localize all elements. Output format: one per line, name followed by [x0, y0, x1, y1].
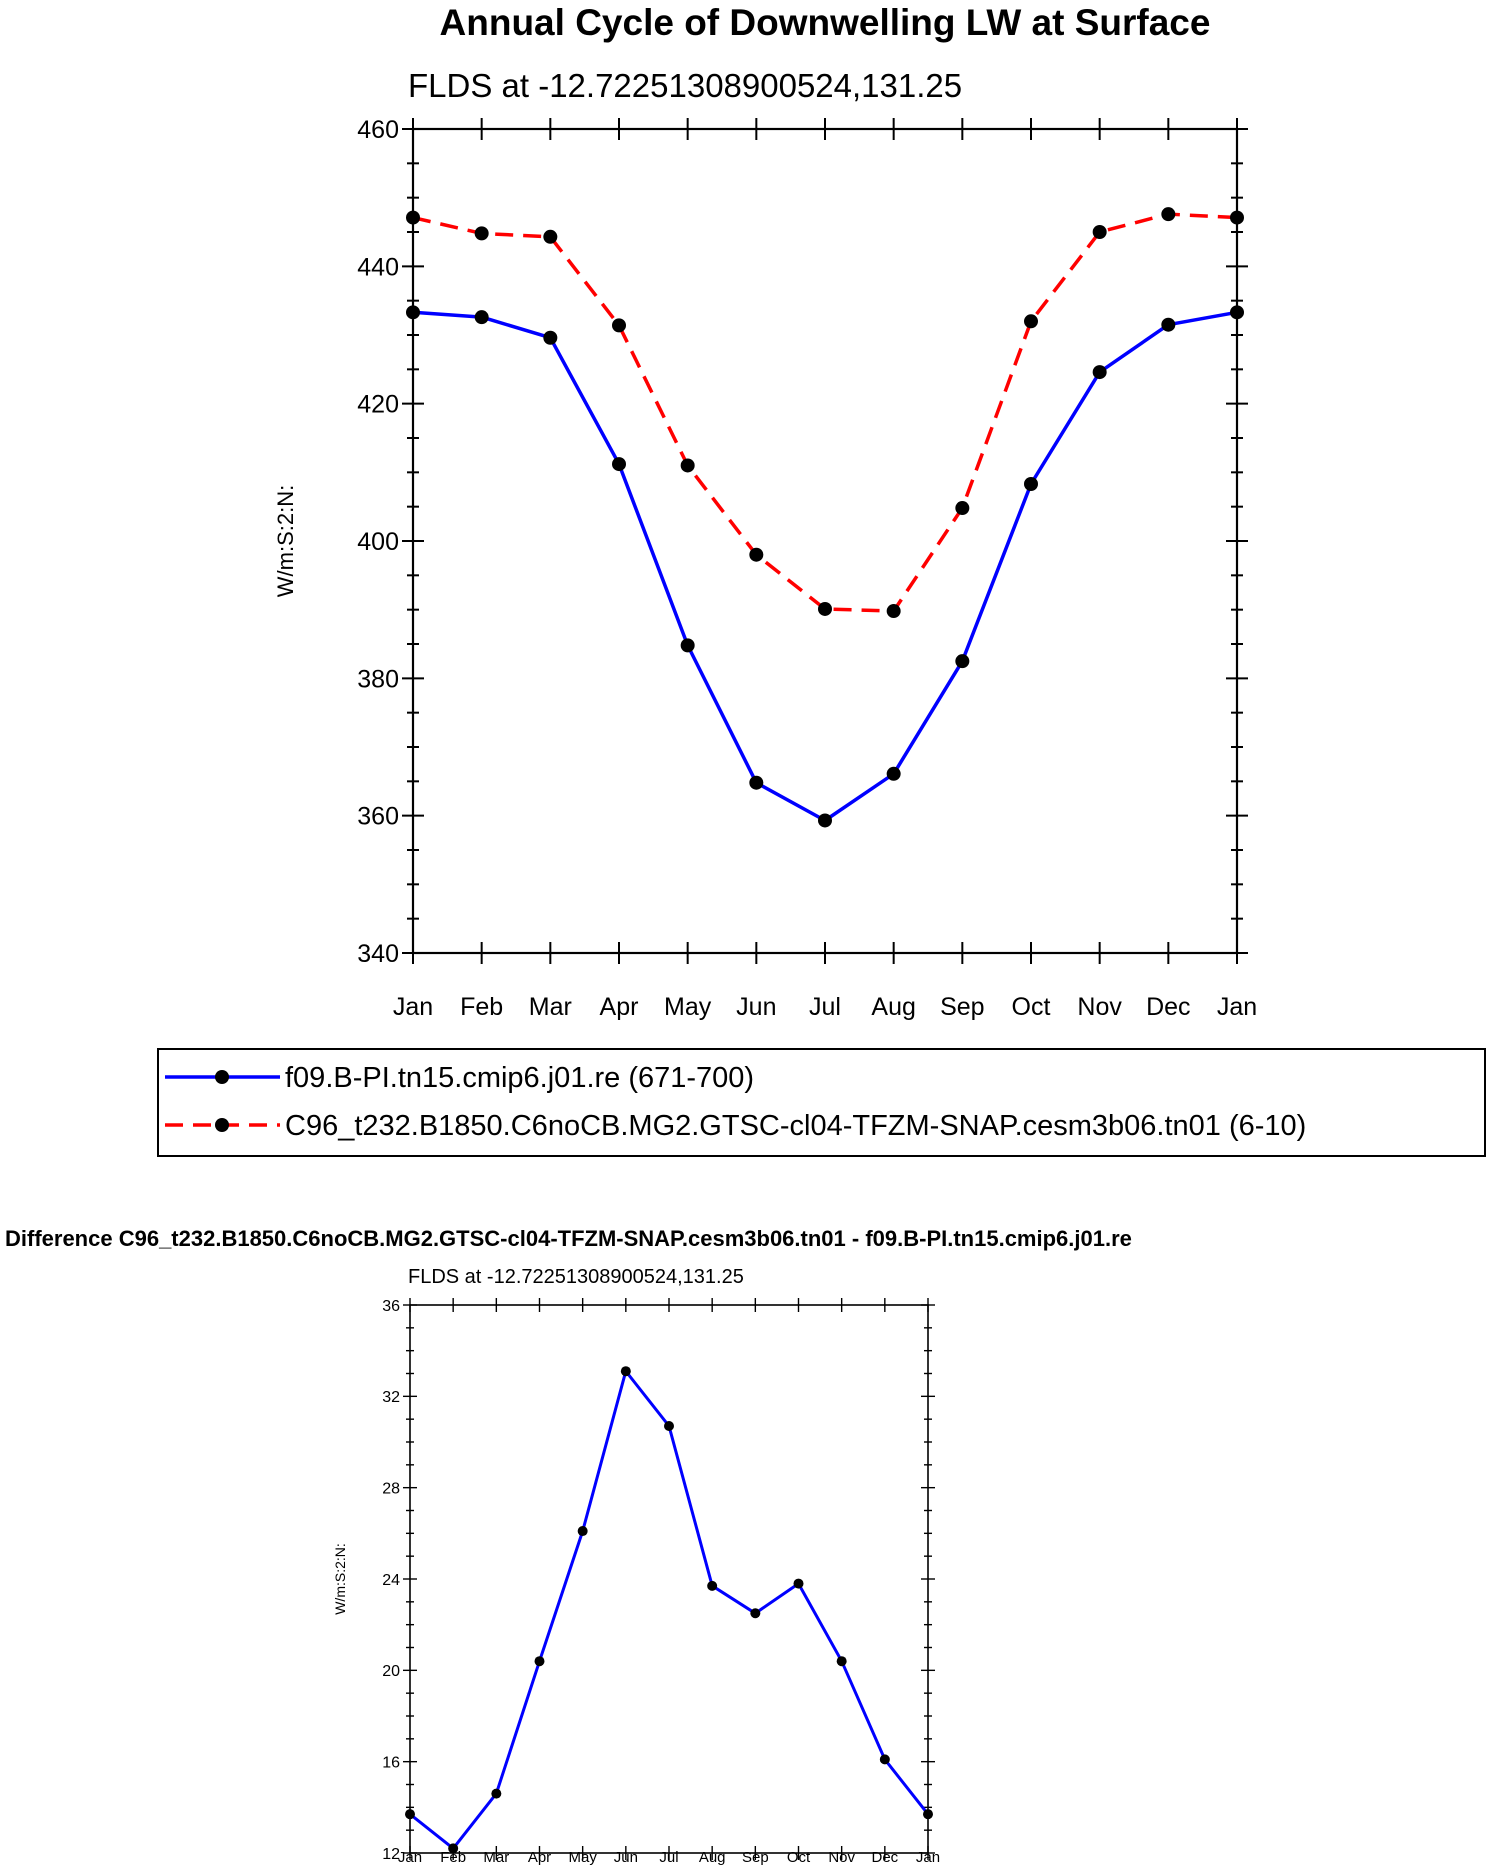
chart1-series-0-point	[750, 1608, 761, 1619]
chart0-y-tick-label: 340	[357, 940, 399, 968]
chart0-series-0-point	[886, 766, 901, 781]
chart1-series-0-point	[923, 1809, 933, 1820]
chart1-y-tick-label: 36	[382, 1298, 400, 1315]
chart1-y-axis-label: W/m:S:2:N:	[332, 1543, 348, 1615]
chart0-legend-entry-0: f09.B-PI.tn15.cmip6.j01.re (671-700)	[285, 1062, 754, 1094]
chart0-legend-marker-0	[215, 1070, 229, 1084]
chart0-series-0-point	[406, 305, 420, 320]
chart1-plot-frame	[409, 1304, 929, 1854]
chart1-series-0-point	[405, 1809, 415, 1820]
chart0-title: Annual Cycle of Downwelling LW at Surfac…	[440, 2, 1211, 43]
chart0-plot-frame	[411, 127, 1239, 955]
chart0-series-0-line	[412, 310, 1238, 823]
chart0-x-tick-label: Nov	[1077, 993, 1122, 1021]
chart0-series-0-point	[474, 310, 489, 325]
chart0-series-1-point	[749, 547, 764, 562]
chart0-series-1-point	[612, 318, 626, 333]
chart1-y-tick-label: 24	[382, 1572, 400, 1589]
chart0-x-tick-label: Apr	[600, 993, 639, 1021]
chart0-y-tick-label: 360	[357, 803, 399, 831]
chart0-series-1-line	[412, 212, 1238, 613]
chart0-x-tick-label: May	[664, 993, 712, 1021]
chart0-series-1-point	[1161, 207, 1176, 222]
chart1-y-tick-label: 28	[382, 1480, 400, 1497]
chart0-x-tick-label: Jan	[393, 993, 433, 1021]
chart0-legend-entry-1: C96_t232.B1850.C6noCB.MG2.GTSC-cl04-TFZM…	[285, 1110, 1306, 1142]
chart1-series-0-point	[879, 1754, 890, 1765]
chart0-series-0-point	[680, 638, 695, 653]
chart1-series-0-point	[793, 1578, 804, 1589]
chart1-x-tick-label: Nov	[828, 1849, 855, 1865]
chart0-series-1-point	[886, 604, 901, 619]
chart1-subtitle: FLDS at -12.72251308900524,131.25	[408, 1266, 744, 1288]
chart1-title: Difference C96_t232.B1850.C6noCB.MG2.GTS…	[5, 1226, 1132, 1251]
chart1-x-tick-label: Oct	[787, 1849, 811, 1865]
chart1-x-tick-label: Dec	[871, 1849, 898, 1865]
chart0-x-tick-label: Feb	[460, 993, 503, 1021]
chart1-x-tick-label: Jan	[398, 1849, 422, 1865]
chart0-series-1-point	[1024, 314, 1038, 329]
chart1-x-tick-label: Jun	[614, 1849, 638, 1865]
chart0-series-0-point	[955, 654, 970, 669]
chart1-x-tick-label: May	[568, 1849, 597, 1865]
chart1-x-tick-label: Feb	[440, 1849, 466, 1865]
chart0-x-tick-label: Jul	[809, 993, 841, 1021]
chart1-series-0-point	[707, 1580, 718, 1591]
chart1-series-0-point	[491, 1788, 502, 1799]
chart0-subtitle: FLDS at -12.72251308900524,131.25	[408, 67, 962, 104]
chart0-series-1-point	[406, 210, 420, 225]
chart0-y-axis-label: W/m:S:2:N:	[273, 485, 298, 597]
chart0-y-tick-label: 460	[357, 116, 399, 144]
chart1-y-tick-label: 16	[382, 1754, 400, 1771]
chart1-x-tick-label: Jan	[916, 1849, 940, 1865]
chart1-series-0-point	[577, 1526, 588, 1537]
chart0-x-tick-label: Sep	[940, 993, 984, 1021]
chart0-series-0-point	[543, 330, 558, 345]
chart1-x-tick-label: Apr	[528, 1849, 551, 1865]
chart1-series-0-point	[620, 1366, 631, 1377]
chart1-series-0-line	[409, 1369, 930, 1850]
chart0-series-0-point	[818, 813, 832, 828]
chart1-x-tick-label: Mar	[483, 1849, 509, 1865]
chart0-x-tick-label: Oct	[1012, 993, 1051, 1021]
chart0-series-1-point	[543, 229, 558, 244]
chart1-y-tick-label: 20	[382, 1663, 400, 1680]
chart1-series-0-point	[534, 1656, 545, 1667]
chart0-series-0-point	[1024, 477, 1038, 492]
chart0-x-tick-label: Mar	[529, 993, 572, 1021]
chart1-series-0-point	[664, 1421, 674, 1432]
chart0-x-tick-label: Dec	[1146, 993, 1190, 1021]
chart0-y-tick-label: 400	[357, 528, 399, 556]
chart0-series-1-point	[1230, 210, 1244, 225]
chart0-series-0-point	[749, 775, 764, 790]
chart0-legend-box	[157, 1048, 1486, 1157]
chart1-series-0-point	[836, 1656, 847, 1667]
chart1-y-tick-label: 12	[382, 1846, 400, 1863]
chart0-series-0-point	[1092, 365, 1107, 380]
chart1-x-tick-label: Jul	[659, 1849, 678, 1865]
chart1-y-tick-label: 32	[382, 1389, 400, 1406]
chart0-series-1-point	[680, 458, 695, 473]
chart1-series-0-point	[448, 1843, 459, 1854]
chart0-series-1-point	[818, 601, 832, 616]
chart0-series-1-point	[1092, 225, 1107, 239]
chart0-y-tick-label: 440	[357, 253, 399, 281]
chart0-series-0-point	[612, 457, 626, 472]
chart0-x-tick-label: Aug	[871, 993, 915, 1021]
chart0-x-tick-label: Jun	[736, 993, 776, 1021]
chart0-series-0-point	[1230, 305, 1244, 320]
chart0-y-tick-label: 420	[357, 391, 399, 419]
chart0-series-1-point	[474, 226, 489, 241]
chart0-y-tick-label: 380	[357, 665, 399, 693]
chart0-x-tick-label: Jan	[1217, 993, 1257, 1021]
chart0-series-0-point	[1161, 317, 1176, 332]
chart1-x-tick-label: Sep	[742, 1849, 769, 1865]
chart0-legend-marker-1	[215, 1118, 229, 1132]
chart1-x-tick-label: Aug	[699, 1849, 726, 1865]
chart0-series-1-point	[955, 501, 970, 516]
